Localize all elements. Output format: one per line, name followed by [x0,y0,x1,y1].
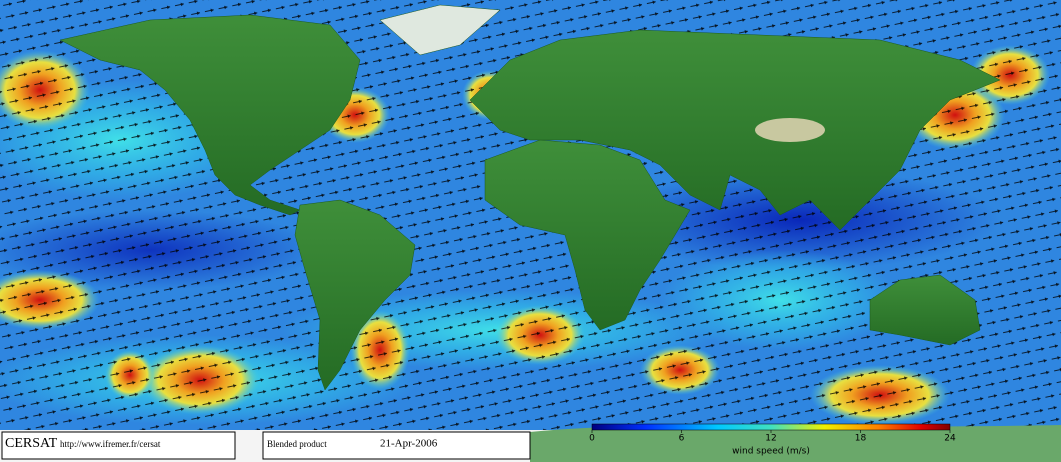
colorbar-tick-label: 6 [679,434,685,444]
south-america [294,199,416,391]
colorbar-label: wind speed (m/s) [732,447,810,457]
colorbar-tick-label: 24 [944,434,956,444]
colorbar-tick-label: 18 [855,434,867,444]
colorbar-tick-label: 12 [765,434,776,444]
africa [484,139,691,331]
url: http://www.ifremer.fr/cersat [60,439,161,449]
product-box [262,431,531,460]
eurasia [469,29,1001,231]
north-america [59,14,361,216]
antarctica [530,425,1061,462]
credit-box [1,431,236,460]
australia [869,274,981,346]
institution: CERSAT [5,436,58,451]
tibet [755,118,825,142]
land [59,4,1001,391]
date: 21-Apr-2006 [380,438,438,450]
colorbar-ramp [591,423,951,431]
colorbar: wind speed (m/s) 0 6 12 18 24 [589,423,956,457]
product: Blended product [267,439,327,449]
greenland [379,4,501,56]
colorbar-tick-label: 0 [589,434,595,444]
